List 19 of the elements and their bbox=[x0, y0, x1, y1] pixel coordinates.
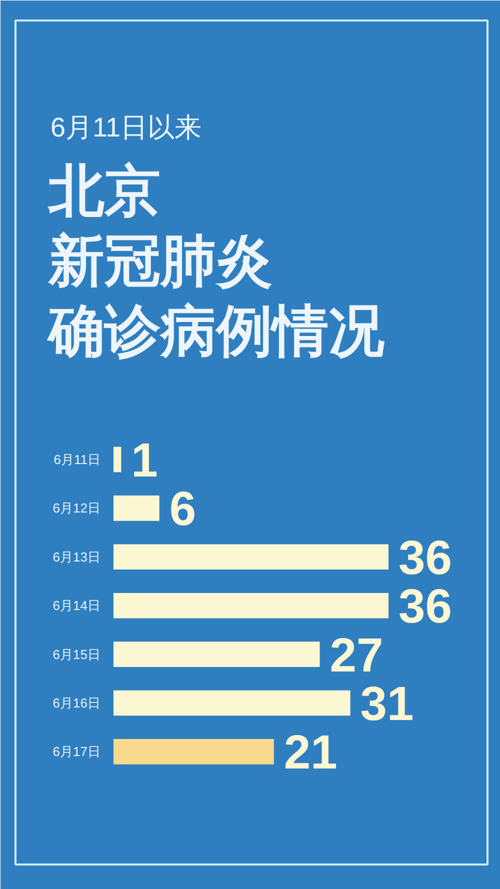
y-tick-label: 6月14日 bbox=[52, 598, 101, 614]
bar bbox=[114, 592, 388, 618]
data-label: 21 bbox=[284, 726, 338, 780]
bar bbox=[114, 544, 388, 570]
bar bbox=[114, 496, 160, 521]
data-label: 6 bbox=[169, 483, 196, 536]
y-tick-label: 6月16日 bbox=[52, 696, 101, 710]
y-tick-label: 6月15日 bbox=[52, 646, 101, 662]
bar bbox=[114, 739, 274, 764]
bar bbox=[114, 690, 350, 716]
y-tick-label: 6月11日 bbox=[54, 452, 101, 467]
y-tick-label: 6月12日 bbox=[52, 500, 101, 516]
bar bbox=[114, 446, 122, 472]
data-label: 1 bbox=[131, 434, 158, 488]
y-tick-label: 6月13日 bbox=[52, 549, 101, 564]
chart-subtitle: 6月11日以来 bbox=[50, 112, 202, 142]
chart-title: 北京新冠肺炎确诊病例情况 bbox=[46, 159, 384, 362]
bar bbox=[114, 642, 320, 667]
y-tick-label: 6月17日 bbox=[52, 744, 101, 760]
